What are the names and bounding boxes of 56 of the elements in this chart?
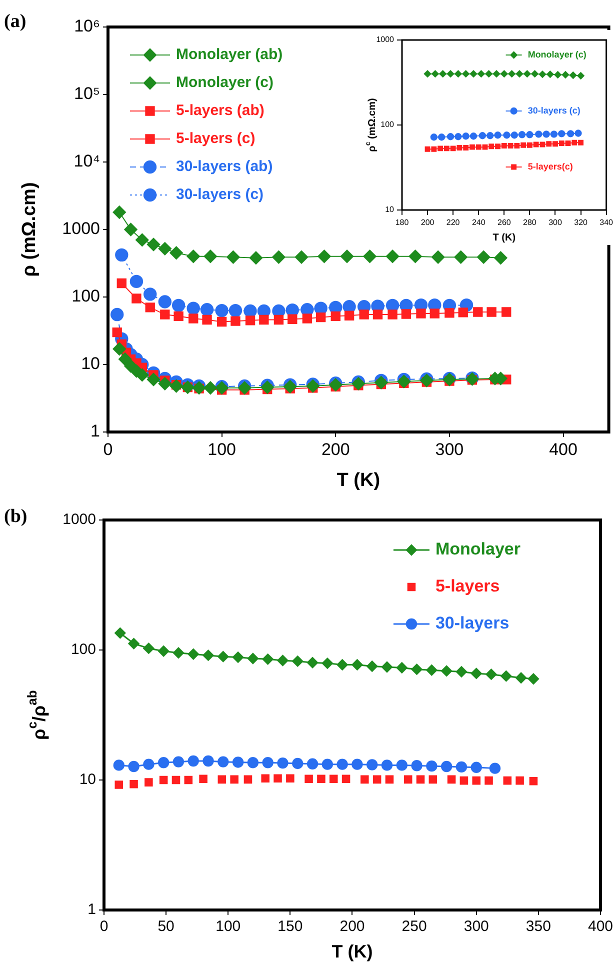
x-tick-label: 250 <box>402 918 427 936</box>
x-tick-label: 200 <box>340 918 365 936</box>
x-tick-label: 400 <box>549 440 578 459</box>
legend-label: 5-layers(c) <box>528 161 573 172</box>
y-tick-label: 1000 <box>376 35 395 44</box>
x-tick-label: 220 <box>446 218 460 228</box>
y-tick-label: 100 <box>72 286 100 306</box>
x-tick-label: 100 <box>208 440 236 459</box>
x-tick-label: 180 <box>395 218 410 228</box>
y-tick-label: 1 <box>90 422 100 441</box>
legend-label: 5-layers (c) <box>176 130 256 148</box>
legend-label: 30-layers (c) <box>176 186 264 204</box>
legend-label: 30-layers (ab) <box>176 158 273 176</box>
y-tick-label: 10⁵ <box>74 84 100 104</box>
y-tick-label: 1000 <box>62 511 96 528</box>
x-tick-label: 320 <box>574 218 588 228</box>
legend-label: Monolayer (c) <box>528 49 586 60</box>
x-tick-label: 150 <box>278 918 303 936</box>
y-tick-label: 10 <box>79 771 96 788</box>
y-axis-title: ρc/ρab <box>24 690 49 740</box>
y-tick-label: 10⁶ <box>74 16 100 36</box>
x-tick-label: 350 <box>526 918 551 936</box>
text: (b) <box>4 506 28 527</box>
y-tick-label: 10 <box>385 205 395 214</box>
legend-label: 30-layers (c) <box>528 105 580 116</box>
x-tick-label: 260 <box>497 218 512 228</box>
legend-label: 5-layers <box>435 576 500 596</box>
x-tick-label: 400 <box>588 918 613 936</box>
y-axis-title: ρ (mΩ.cm) <box>19 182 40 277</box>
x-tick-label: 300 <box>435 440 464 459</box>
x-tick-label: 0 <box>100 918 108 936</box>
text: (a) <box>4 10 26 32</box>
x-axis-title: T (K) <box>336 470 380 491</box>
x-axis-title: T (K) <box>492 232 516 244</box>
x-tick-label: 0 <box>103 440 113 459</box>
y-tick-label: 100 <box>380 120 395 130</box>
x-tick-label: 340 <box>600 218 614 228</box>
x-tick-label: 300 <box>464 918 489 936</box>
y-tick-label: 10⁴ <box>74 152 100 171</box>
y-tick-label: 100 <box>70 641 96 658</box>
x-tick-label: 200 <box>420 218 435 228</box>
x-tick-label: 280 <box>523 218 537 228</box>
x-tick-label: 240 <box>472 218 486 228</box>
legend-label: Monolayer (c) <box>176 74 274 92</box>
y-tick-label: 10 <box>81 354 100 374</box>
legend-label: Monolayer (ab) <box>176 46 283 64</box>
x-tick-label: 100 <box>216 918 241 936</box>
y-tick-label: 1000 <box>62 219 100 238</box>
x-tick-label: 200 <box>321 440 350 459</box>
legend-label: Monolayer <box>435 540 521 559</box>
x-tick-label: 300 <box>548 218 562 228</box>
x-tick-label: 50 <box>158 918 174 936</box>
y-tick-label: 1 <box>88 901 96 918</box>
legend-label: 5-layers (ab) <box>176 102 264 120</box>
legend-label: 30-layers <box>435 614 510 633</box>
x-axis-title: T (K) <box>332 941 373 962</box>
